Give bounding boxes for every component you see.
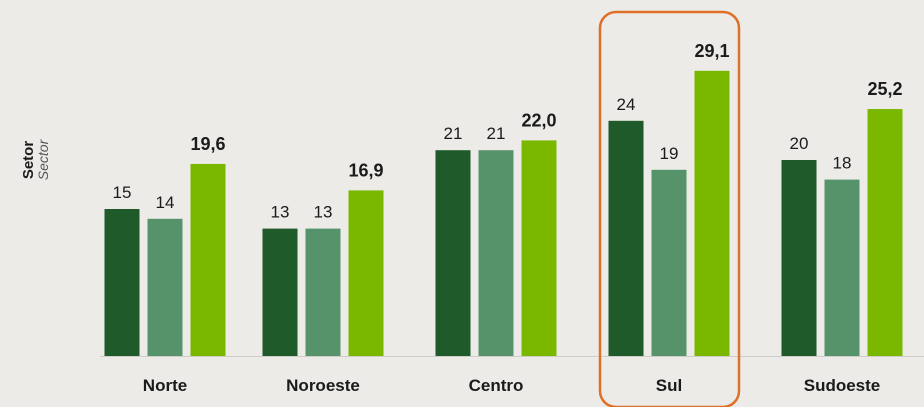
bar-norte-series-2 xyxy=(147,218,183,356)
data-label-centro-series-1: 21 xyxy=(444,124,463,143)
data-label-norte-series-1: 15 xyxy=(113,183,132,202)
data-label-sul-series-1: 24 xyxy=(617,95,636,114)
bar-sudoeste-series-3 xyxy=(867,109,903,356)
bar-noroeste-series-3 xyxy=(348,190,384,356)
category-label-centro: Centro xyxy=(469,376,524,395)
bar-norte-series-3 xyxy=(190,163,226,356)
bar-noroeste-series-2 xyxy=(305,228,341,356)
data-label-noroeste-series-2: 13 xyxy=(314,203,333,222)
bar-centro-series-2 xyxy=(478,150,514,356)
bar-sudoeste-series-2 xyxy=(824,179,860,356)
data-label-sul-series-2: 19 xyxy=(660,144,679,163)
bar-sul-series-3 xyxy=(694,70,730,356)
data-label-sudoeste-series-1: 20 xyxy=(790,134,809,153)
category-label-sul: Sul xyxy=(656,376,682,395)
category-label-sudoeste: Sudoeste xyxy=(804,376,881,395)
highlight-frame xyxy=(598,10,741,407)
bar-centro-series-3 xyxy=(521,140,557,356)
bar-sul-series-1 xyxy=(608,120,644,356)
data-label-sul-series-3: 29,1 xyxy=(694,41,729,61)
category-label-norte: Norte xyxy=(143,376,187,395)
data-label-sudoeste-series-3: 25,2 xyxy=(867,79,902,99)
data-label-sudoeste-series-2: 18 xyxy=(833,154,852,173)
data-label-centro-series-3: 22,0 xyxy=(521,110,556,130)
data-label-norte-series-3: 19,6 xyxy=(190,134,225,154)
bar-noroeste-series-1 xyxy=(262,228,298,356)
bar-sudoeste-series-1 xyxy=(781,160,817,356)
data-label-centro-series-2: 21 xyxy=(487,124,506,143)
data-label-noroeste-series-1: 13 xyxy=(271,203,290,222)
bar-norte-series-1 xyxy=(104,209,140,356)
category-label-noroeste: Noroeste xyxy=(286,376,360,395)
data-label-noroeste-series-3: 16,9 xyxy=(348,160,383,180)
bar-sul-series-2 xyxy=(651,169,687,356)
data-label-norte-series-2: 14 xyxy=(156,193,175,212)
bar-centro-series-1 xyxy=(435,150,471,356)
